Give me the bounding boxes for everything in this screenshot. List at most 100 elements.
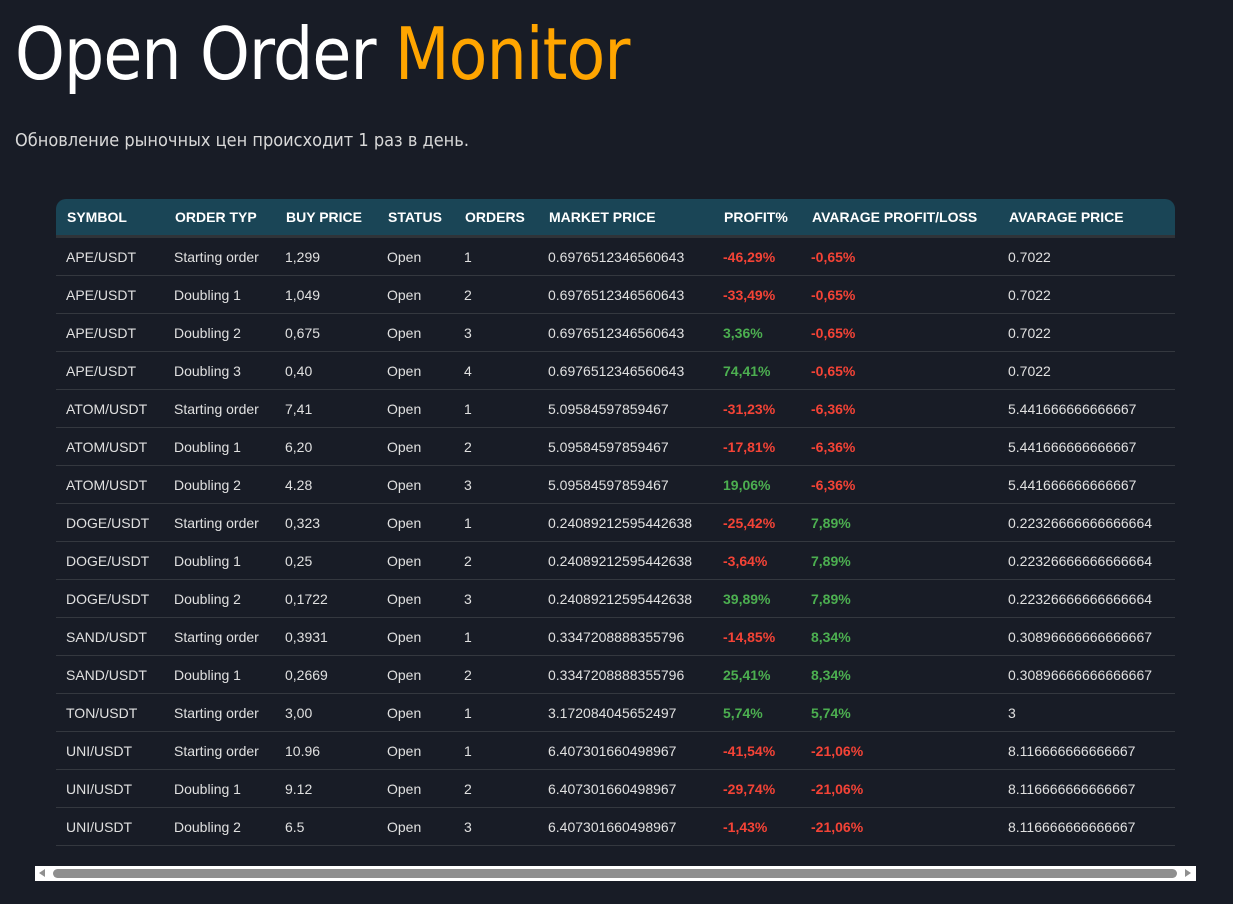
cell-average-profit-loss: 8,34% [801, 617, 998, 656]
cell-symbol: DOGE/USDT [56, 541, 164, 580]
cell-market-price: 0.3347208888355796 [538, 655, 713, 694]
table-row: ATOM/USDT Starting order 7,41 Open 1 5.095845… [56, 389, 1175, 428]
column-header-average-profit-loss[interactable]: AVARAGE PROFIT/LOSS [801, 199, 998, 238]
cell-symbol: ATOM/USDT [56, 427, 164, 466]
title-accent: Monitor [394, 12, 631, 96]
cell-symbol: UNI/USDT [56, 731, 164, 770]
cell-average-price: 8.116666666666667 [998, 807, 1175, 846]
cell-average-profit-loss: -21,06% [801, 769, 998, 808]
cell-profit: 25,41% [713, 655, 801, 694]
table-row: UNI/USDT Doubling 2 6.5 Open 3 6.407301660498… [56, 807, 1175, 846]
cell-average-price: 3 [998, 693, 1175, 732]
cell-orders: 1 [454, 389, 538, 428]
cell-buy-price: 6,20 [275, 427, 377, 466]
cell-buy-price: 4.28 [275, 465, 377, 504]
cell-average-price: 8.116666666666667 [998, 731, 1175, 770]
cell-market-price: 6.407301660498967 [538, 769, 713, 808]
cell-market-price: 0.6976512346560643 [538, 351, 713, 390]
cell-buy-price: 3,00 [275, 693, 377, 732]
cell-orders: 1 [454, 236, 538, 276]
horizontal-scrollbar[interactable] [35, 866, 1196, 881]
column-header-buy-price[interactable]: BUY PRICE [275, 199, 377, 238]
column-header-status[interactable]: STATUS [377, 199, 454, 238]
cell-profit: -29,74% [713, 769, 801, 808]
cell-symbol: UNI/USDT [56, 807, 164, 846]
cell-orders: 2 [454, 275, 538, 314]
cell-market-price: 5.09584597859467 [538, 389, 713, 428]
cell-average-price: 5.441666666666667 [998, 427, 1175, 466]
column-header-market-price[interactable]: MARKET PRICE [538, 199, 713, 238]
cell-order-type: Doubling 2 [164, 465, 275, 504]
cell-profit: -14,85% [713, 617, 801, 656]
cell-average-price: 0.7022 [998, 351, 1175, 390]
table-row: UNI/USDT Doubling 1 9.12 Open 2 6.40730166049… [56, 769, 1175, 808]
cell-buy-price: 0,323 [275, 503, 377, 542]
cell-status: Open [377, 769, 454, 808]
cell-average-price: 0.7022 [998, 275, 1175, 314]
cell-buy-price: 10.96 [275, 731, 377, 770]
cell-order-type: Starting order [164, 693, 275, 732]
table-header-row: SYMBOL ORDER TYP BUY PRICE STATUS ORDERS… [56, 199, 1175, 238]
table-row: UNI/USDT Starting order 10.96 Open 1 6.407301… [56, 731, 1175, 770]
cell-buy-price: 6.5 [275, 807, 377, 846]
cell-order-type: Starting order [164, 389, 275, 428]
cell-orders: 1 [454, 617, 538, 656]
cell-status: Open [377, 655, 454, 694]
cell-average-profit-loss: -6,36% [801, 427, 998, 466]
cell-profit: 19,06% [713, 465, 801, 504]
cell-buy-price: 0,2669 [275, 655, 377, 694]
scrollbar-thumb[interactable] [53, 869, 1177, 878]
cell-symbol: APE/USDT [56, 236, 164, 276]
cell-order-type: Starting order [164, 617, 275, 656]
table-row: APE/USDT Doubling 1 1,049 Open 2 0.6976512346… [56, 275, 1175, 314]
cell-orders: 1 [454, 503, 538, 542]
cell-symbol: APE/USDT [56, 351, 164, 390]
cell-average-profit-loss: -0,65% [801, 236, 998, 276]
cell-status: Open [377, 275, 454, 314]
cell-average-profit-loss: -0,65% [801, 351, 998, 390]
cell-buy-price: 0,3931 [275, 617, 377, 656]
cell-status: Open [377, 427, 454, 466]
cell-market-price: 0.3347208888355796 [538, 617, 713, 656]
cell-profit: -46,29% [713, 236, 801, 276]
cell-average-profit-loss: 8,34% [801, 655, 998, 694]
column-header-profit[interactable]: PROFIT% [713, 199, 801, 238]
column-header-symbol[interactable]: SYMBOL [56, 199, 164, 238]
scroll-right-arrow-icon[interactable] [1185, 869, 1191, 877]
cell-market-price: 6.407301660498967 [538, 731, 713, 770]
cell-status: Open [377, 503, 454, 542]
cell-profit: 3,36% [713, 313, 801, 352]
cell-orders: 2 [454, 769, 538, 808]
cell-market-price: 3.172084045652497 [538, 693, 713, 732]
cell-average-price: 0.22326666666666664 [998, 579, 1175, 618]
column-header-orders[interactable]: ORDERS [454, 199, 538, 238]
scroll-left-arrow-icon[interactable] [39, 869, 45, 877]
cell-status: Open [377, 313, 454, 352]
cell-orders: 2 [454, 655, 538, 694]
table-row: SAND/USDT Doubling 1 0,2669 Open 2 0.33472088… [56, 655, 1175, 694]
cell-order-type: Doubling 3 [164, 351, 275, 390]
cell-symbol: SAND/USDT [56, 655, 164, 694]
cell-status: Open [377, 236, 454, 276]
cell-order-type: Doubling 2 [164, 579, 275, 618]
column-header-average-price[interactable]: AVARAGE PRICE [998, 199, 1175, 238]
cell-profit: -3,64% [713, 541, 801, 580]
cell-status: Open [377, 579, 454, 618]
cell-order-type: Doubling 1 [164, 655, 275, 694]
cell-profit: -1,43% [713, 807, 801, 846]
cell-average-price: 0.30896666666666667 [998, 617, 1175, 656]
cell-order-type: Doubling 1 [164, 541, 275, 580]
cell-average-profit-loss: -6,36% [801, 465, 998, 504]
table-row: ATOM/USDT Doubling 1 6,20 Open 2 5.0958459785… [56, 427, 1175, 466]
cell-symbol: UNI/USDT [56, 769, 164, 808]
cell-average-profit-loss: -21,06% [801, 807, 998, 846]
cell-average-profit-loss: -21,06% [801, 731, 998, 770]
cell-buy-price: 0,675 [275, 313, 377, 352]
column-header-order-type[interactable]: ORDER TYP [164, 199, 275, 238]
cell-order-type: Starting order [164, 731, 275, 770]
cell-market-price: 0.6976512346560643 [538, 313, 713, 352]
cell-symbol: APE/USDT [56, 313, 164, 352]
cell-symbol: SAND/USDT [56, 617, 164, 656]
cell-average-price: 8.116666666666667 [998, 769, 1175, 808]
table-row: SAND/USDT Starting order 0,3931 Open 1 0.3347… [56, 617, 1175, 656]
